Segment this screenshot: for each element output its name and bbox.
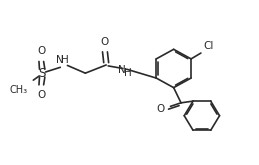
Text: CH₃: CH₃ bbox=[10, 85, 28, 95]
Text: S: S bbox=[39, 67, 46, 80]
Text: O: O bbox=[157, 104, 165, 114]
Text: O: O bbox=[37, 90, 45, 100]
Text: H: H bbox=[124, 68, 132, 78]
Text: N: N bbox=[56, 55, 64, 65]
Text: O: O bbox=[101, 37, 109, 48]
Text: Cl: Cl bbox=[203, 41, 214, 51]
Text: O: O bbox=[37, 46, 45, 56]
Text: H: H bbox=[61, 55, 68, 65]
Text: N: N bbox=[118, 65, 126, 75]
